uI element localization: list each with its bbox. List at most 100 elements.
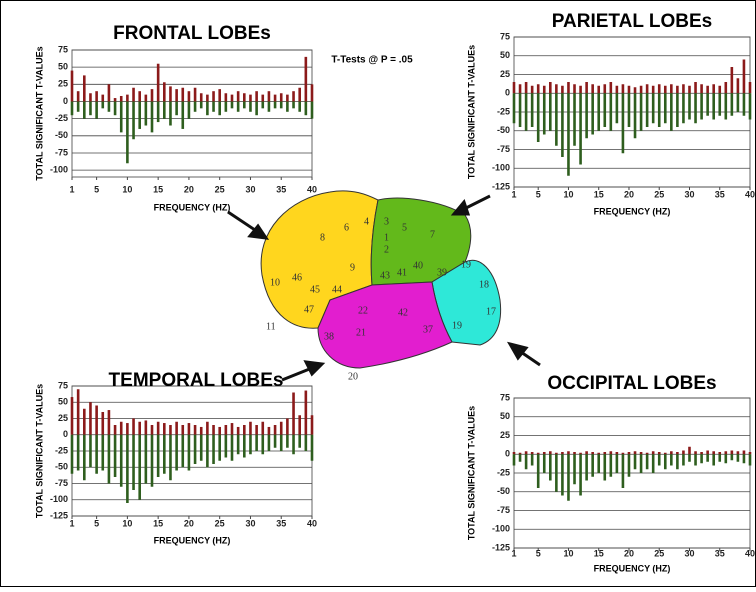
x-tick-label: 35 [276, 184, 286, 194]
y-tick-label: -100 [50, 494, 68, 504]
bar [187, 434, 191, 471]
bar [742, 454, 746, 464]
bar [144, 420, 148, 435]
bar [730, 67, 734, 94]
x-tick-label: 1 [511, 189, 516, 199]
bar [144, 94, 148, 102]
bar [585, 451, 588, 455]
bar [261, 434, 265, 455]
bar [224, 425, 228, 435]
x-tick-label: 25 [215, 518, 225, 528]
bar [261, 421, 265, 435]
bar [224, 434, 228, 458]
x-tick-label: 40 [307, 184, 317, 194]
bar [138, 91, 141, 102]
bar [627, 452, 631, 455]
bar [621, 84, 625, 94]
bar [163, 434, 166, 474]
bar [536, 93, 540, 142]
temporal-region [317, 281, 453, 369]
bar [688, 93, 691, 120]
bar [542, 454, 546, 473]
bar [742, 93, 746, 116]
arrow-head [303, 360, 326, 377]
bar [748, 454, 752, 466]
bar [76, 91, 80, 102]
bar [700, 84, 703, 94]
bar [567, 454, 570, 501]
area-label: 18 [479, 279, 489, 290]
x-tick-label: 40 [745, 548, 755, 558]
bar [273, 434, 277, 448]
bar [706, 85, 709, 94]
y-tick-label: 0 [63, 96, 68, 106]
y-tick-label: 50 [58, 397, 68, 407]
bar [694, 93, 697, 124]
bar [561, 93, 564, 157]
x-tick-label: 25 [215, 184, 225, 194]
bar [83, 101, 86, 119]
bar [273, 101, 277, 109]
bar [718, 85, 722, 94]
bar [144, 434, 148, 484]
area-label: 2 [384, 244, 389, 255]
bar [512, 93, 516, 124]
bar [591, 84, 594, 94]
bar [163, 101, 166, 119]
bar [181, 101, 185, 129]
bar [573, 84, 576, 94]
bar [175, 434, 178, 471]
bar [609, 82, 613, 94]
bar [585, 454, 588, 481]
x-tick-label: 20 [184, 184, 194, 194]
bar [579, 85, 582, 94]
bar [561, 452, 564, 455]
bar [310, 434, 314, 461]
y-tick-label: 75 [58, 380, 68, 390]
x-tick-label: 1 [69, 184, 74, 194]
bar [218, 434, 221, 461]
area-label: 1 [384, 232, 389, 243]
y-tick-label: -75 [497, 144, 510, 154]
area-label: 45 [310, 284, 320, 295]
bar [688, 454, 691, 462]
parietal-region [370, 197, 472, 286]
y-tick-label: -25 [55, 113, 68, 123]
bar [193, 87, 197, 102]
bar [597, 93, 601, 131]
bar [530, 85, 534, 94]
bar [591, 454, 594, 477]
bar [609, 93, 613, 131]
bar [95, 101, 98, 119]
bar [676, 93, 679, 127]
bar [518, 84, 522, 94]
y-tick-label: -50 [55, 462, 68, 472]
bar [113, 434, 117, 477]
bar [663, 452, 667, 455]
bar [724, 451, 728, 455]
bar [236, 426, 240, 435]
bar [639, 85, 643, 94]
bar [95, 405, 98, 435]
area-label: 19 [452, 320, 462, 331]
bar [561, 454, 564, 496]
bar [736, 78, 740, 94]
bar [181, 434, 185, 468]
y-tick-label: -75 [55, 147, 68, 157]
x-tick-label: 15 [153, 518, 163, 528]
bar [261, 101, 265, 109]
x-tick-label: 5 [94, 184, 99, 194]
bar [700, 454, 703, 464]
area-label: 11 [266, 321, 276, 332]
bar [83, 434, 86, 481]
bar [101, 101, 105, 109]
bar [76, 101, 80, 112]
bar [633, 451, 637, 455]
y-tick-label: 25 [58, 413, 68, 423]
area-label: 47 [304, 304, 314, 315]
area-label: 8 [320, 232, 325, 243]
bar [267, 426, 271, 435]
x-tick-label: 15 [153, 184, 163, 194]
bar [663, 85, 667, 94]
bar [676, 452, 679, 455]
